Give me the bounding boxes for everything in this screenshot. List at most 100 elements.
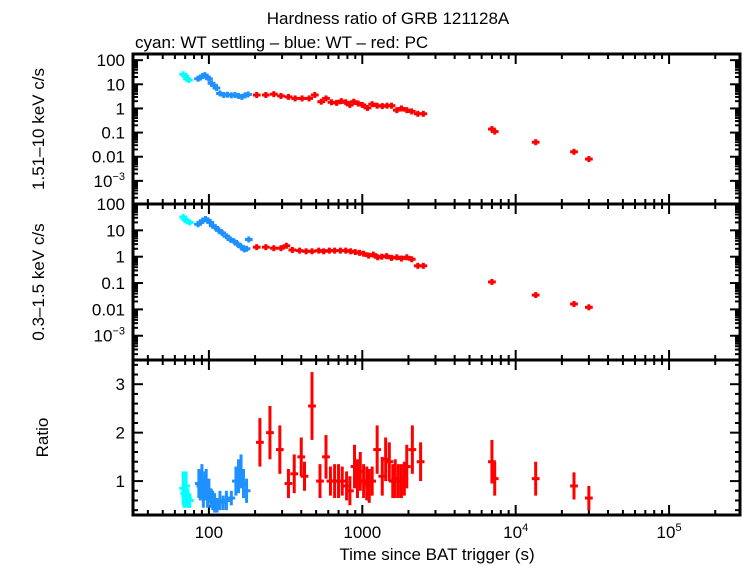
y-tick-label: 0.1 bbox=[101, 274, 125, 293]
data-point-red bbox=[570, 301, 578, 308]
chart-subtitle: cyan: WT settling – blue: WT – red: PC bbox=[135, 33, 428, 52]
data-point-red bbox=[345, 101, 354, 108]
data-point-red bbox=[368, 466, 377, 496]
data-point-blue bbox=[227, 490, 236, 506]
y-tick-label: 1 bbox=[116, 99, 125, 118]
data-point-blue bbox=[212, 85, 221, 92]
y-axis-label: Ratio bbox=[33, 418, 52, 458]
data-point-red bbox=[368, 101, 377, 108]
y-tick-label: 0.01 bbox=[92, 148, 125, 167]
data-point-red bbox=[416, 442, 425, 482]
data-point-red bbox=[290, 454, 299, 494]
y-tick-label: 1 bbox=[116, 472, 125, 491]
data-point-red bbox=[408, 425, 417, 474]
data-point-red bbox=[288, 246, 297, 253]
data-point-red bbox=[338, 466, 347, 496]
y-tick-label: 0.1 bbox=[101, 124, 125, 143]
data-point-red bbox=[358, 101, 367, 108]
data-point-red bbox=[584, 304, 593, 311]
data-point-red bbox=[261, 244, 270, 251]
data-point-red bbox=[305, 95, 313, 102]
y-tick-label: 3 bbox=[116, 375, 125, 394]
data-point-blue bbox=[222, 233, 231, 240]
data-point-red bbox=[490, 128, 499, 135]
y-tick-label: 100 bbox=[97, 195, 125, 214]
data-point-red bbox=[277, 92, 285, 99]
data-point-red bbox=[297, 437, 306, 477]
data-point-blue bbox=[218, 229, 227, 236]
data-point-red bbox=[488, 278, 496, 285]
data-point-red bbox=[308, 372, 316, 440]
y-tick-label: 2 bbox=[116, 424, 125, 443]
y-tick-label: 10−3 bbox=[94, 171, 125, 191]
data-point-blue bbox=[205, 75, 213, 82]
data-point-red bbox=[345, 476, 354, 506]
panel-frame-hard bbox=[131, 52, 742, 206]
data-point-red bbox=[269, 245, 278, 252]
y-tick-label: 10 bbox=[106, 221, 125, 240]
data-point-red bbox=[392, 107, 401, 114]
data-point-red bbox=[308, 248, 316, 255]
data-point-red bbox=[407, 256, 416, 263]
x-tick-label: 1000 bbox=[343, 523, 381, 542]
data-point-red bbox=[298, 95, 306, 102]
y-axis-label: 0.3–1.5 keV c/s bbox=[29, 223, 48, 340]
data-point-red bbox=[284, 93, 293, 100]
data-point-red bbox=[317, 98, 326, 105]
data-point-red bbox=[266, 406, 274, 460]
data-point-cyan bbox=[185, 493, 194, 508]
data-point-red bbox=[373, 425, 382, 474]
data-point-red bbox=[277, 245, 285, 252]
y-tick-label: 100 bbox=[97, 51, 125, 70]
y-tick-label: 0.01 bbox=[92, 300, 125, 319]
y-tick-label: 1 bbox=[116, 248, 125, 267]
data-point-red bbox=[349, 98, 358, 105]
data-point-red bbox=[397, 105, 406, 112]
data-point-blue bbox=[244, 91, 252, 98]
data-point-red bbox=[252, 92, 261, 99]
data-point-red bbox=[275, 425, 284, 474]
panel-frame-soft bbox=[131, 202, 742, 362]
data-point-red bbox=[316, 464, 324, 499]
data-point-red bbox=[252, 244, 261, 251]
data-point-red bbox=[419, 110, 428, 117]
data-point-red bbox=[531, 461, 540, 496]
data-point-red bbox=[570, 472, 578, 500]
data-point-red bbox=[300, 461, 309, 491]
data-point-red bbox=[310, 92, 319, 99]
data-point-cyan bbox=[185, 219, 194, 226]
data-point-red bbox=[322, 95, 330, 102]
data-point-red bbox=[584, 485, 593, 511]
data-point-red bbox=[332, 99, 341, 106]
data-point-red bbox=[490, 461, 499, 496]
data-point-red bbox=[261, 92, 270, 99]
data-point-red bbox=[387, 102, 396, 109]
data-point-red bbox=[322, 435, 330, 479]
x-tick-label: 100 bbox=[195, 523, 223, 542]
data-point-blue bbox=[242, 245, 251, 252]
y-tick-label: 10 bbox=[106, 75, 125, 94]
data-point-red bbox=[570, 148, 578, 155]
data-point-red bbox=[291, 95, 300, 102]
data-point-red bbox=[407, 108, 416, 115]
data-point-red bbox=[402, 254, 411, 261]
data-point-red bbox=[341, 99, 350, 106]
data-point-red bbox=[363, 104, 372, 111]
data-point-cyan bbox=[182, 471, 190, 501]
data-point-red bbox=[269, 91, 278, 98]
data-point-blue bbox=[242, 478, 251, 503]
data-point-red bbox=[385, 442, 394, 482]
data-point-cyan bbox=[184, 77, 193, 84]
data-point-red bbox=[282, 242, 291, 249]
data-point-blue bbox=[244, 236, 253, 243]
data-point-red bbox=[402, 444, 411, 489]
data-point-red bbox=[419, 262, 428, 269]
data-point-red bbox=[584, 156, 593, 163]
data-point-red bbox=[359, 250, 368, 257]
data-point-red bbox=[256, 418, 264, 467]
panel-frame-ratio bbox=[131, 358, 742, 517]
data-point-red bbox=[284, 468, 293, 499]
y-axis-label: 1.51–10 keV c/s bbox=[29, 68, 48, 190]
x-axis-label: Time since BAT trigger (s) bbox=[339, 545, 534, 564]
